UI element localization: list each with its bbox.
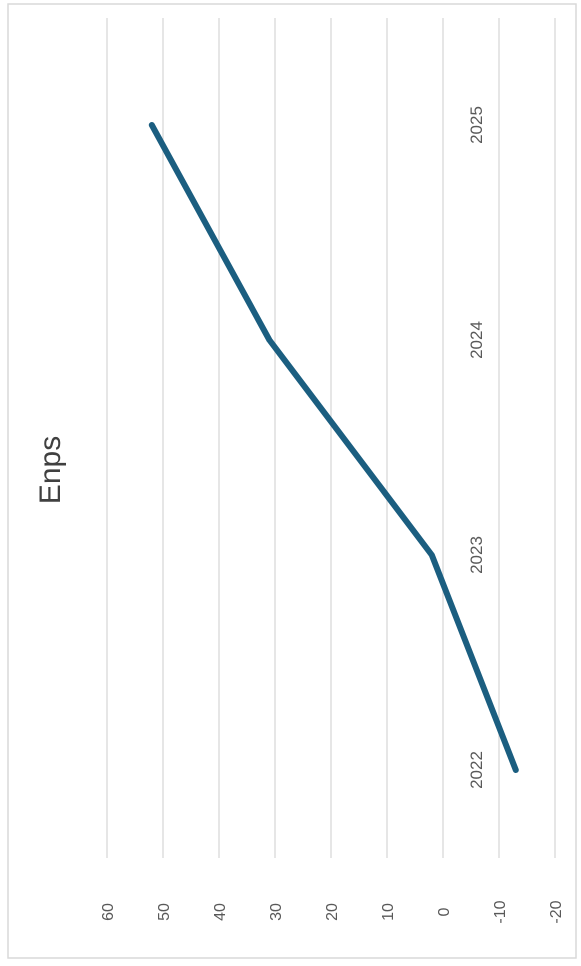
x-tick-label: 2023 <box>467 536 486 574</box>
x-tick-label: 2022 <box>467 751 486 789</box>
y-tick-label: 60 <box>100 903 117 921</box>
label-layer: -20 -10 0 10 20 30 40 50 60 2022 2023 2024 2025 <box>100 106 565 923</box>
y-tick-label: 10 <box>380 903 397 921</box>
gridlines <box>106 18 556 858</box>
y-tick-label: 50 <box>156 903 173 921</box>
chart-title: Enps <box>34 436 67 504</box>
series-layer <box>148 122 519 773</box>
y-tick-label: 20 <box>324 903 341 921</box>
y-tick-label: 30 <box>268 903 285 921</box>
y-tick-label: -10 <box>492 900 509 923</box>
y-tick-label: 0 <box>436 907 453 916</box>
series-line <box>148 122 519 773</box>
chart-border <box>7 3 577 959</box>
y-tick-label: 40 <box>212 903 229 921</box>
x-tick-label: 2025 <box>467 106 486 144</box>
y-tick-label: -20 <box>548 900 565 923</box>
x-tick-label: 2024 <box>467 321 486 359</box>
